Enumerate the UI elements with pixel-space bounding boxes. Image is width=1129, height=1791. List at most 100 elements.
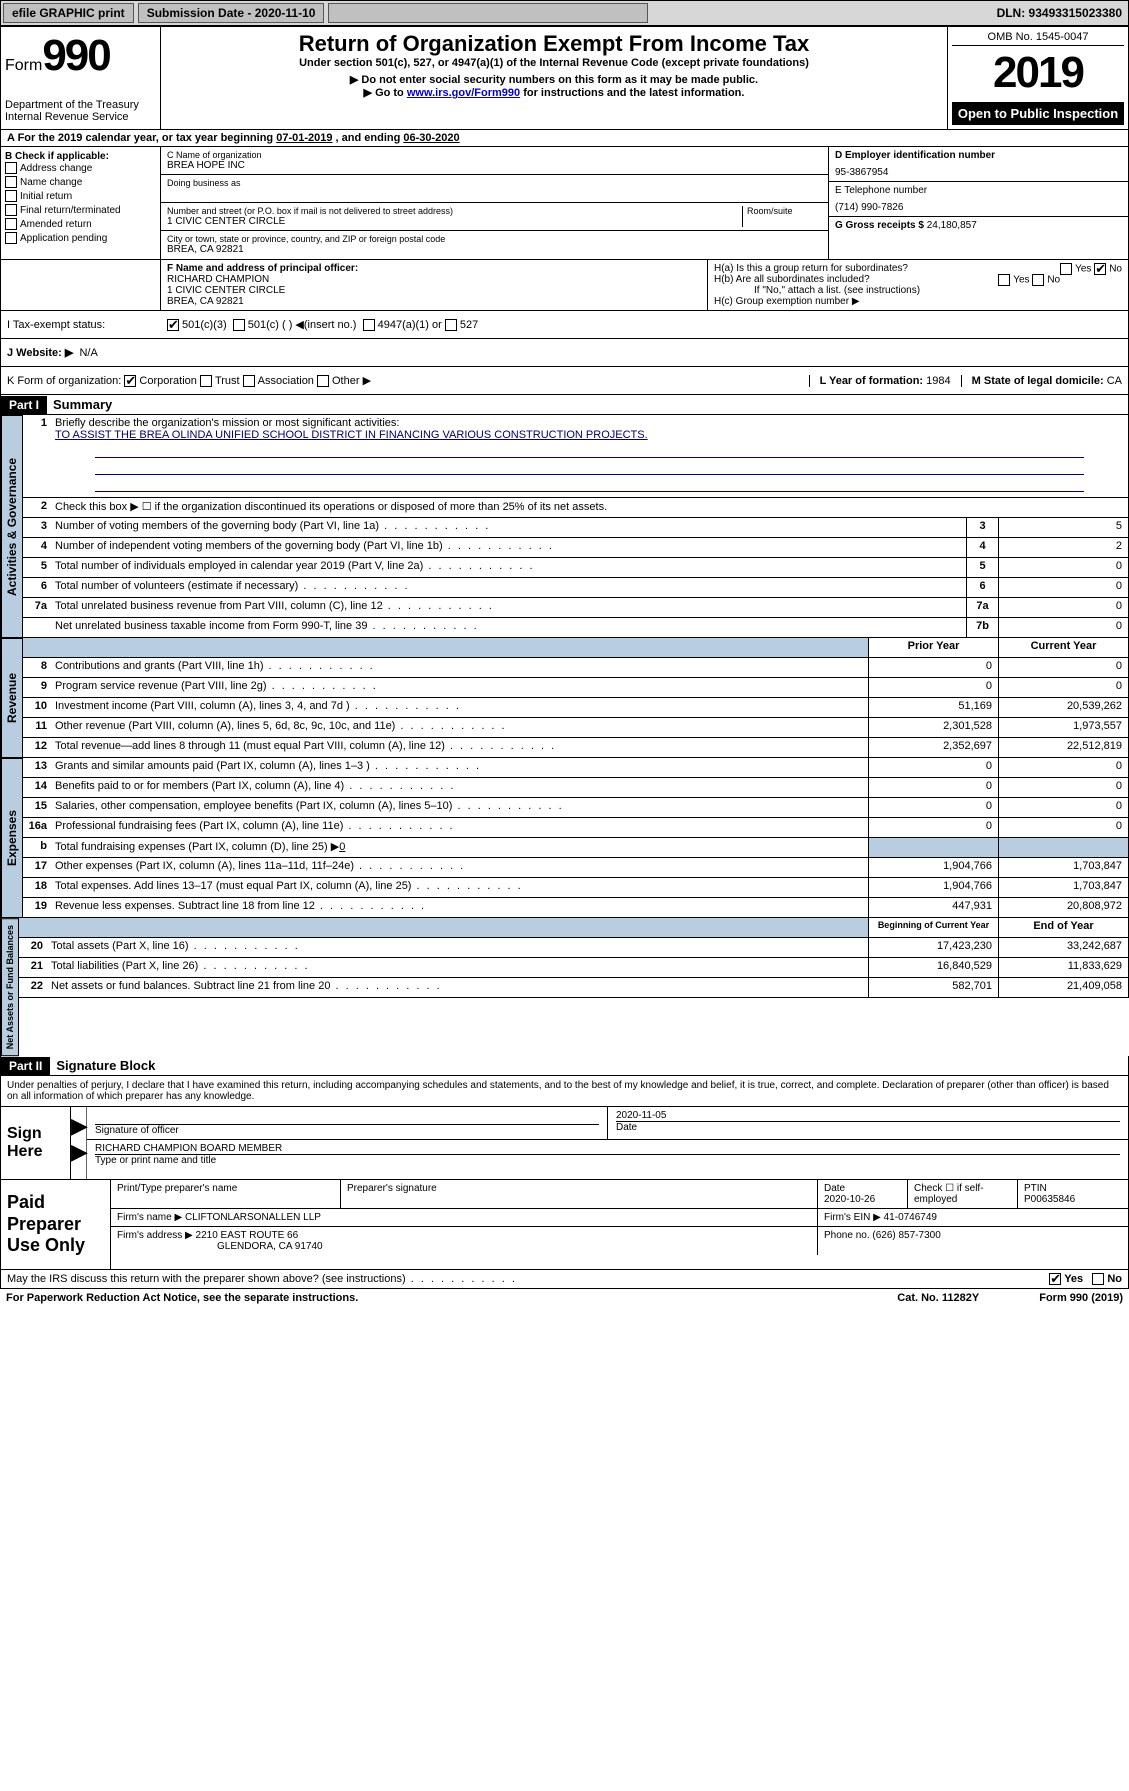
preparer-label: Paid Preparer Use Only: [1, 1180, 111, 1269]
summary-row: Net unrelated business taxable income fr…: [23, 618, 1129, 638]
part-2-header: Part II Signature Block: [0, 1056, 1129, 1076]
summary-row: 8Contributions and grants (Part VIII, li…: [23, 658, 1129, 678]
line-b-desc: Total fundraising expenses (Part IX, col…: [55, 841, 339, 853]
prep-name-hdr: Print/Type preparer's name: [111, 1180, 341, 1208]
officer-name: RICHARD CHAMPION: [167, 274, 701, 285]
ha-no[interactable]: [1094, 263, 1106, 275]
summary-row: 3Number of voting members of the governi…: [23, 518, 1129, 538]
hb-yes[interactable]: [998, 274, 1010, 286]
part-1-header: Part I Summary: [0, 395, 1129, 415]
cb-corp[interactable]: [124, 375, 136, 387]
cb-name-change[interactable]: Name change: [5, 176, 156, 190]
summary-row: 15Salaries, other compensation, employee…: [23, 798, 1129, 818]
discuss-yes[interactable]: [1049, 1273, 1061, 1285]
cb-other[interactable]: [317, 375, 329, 387]
org-name: BREA HOPE INC: [167, 160, 822, 171]
domicile-value: CA: [1107, 375, 1122, 387]
tab-governance: Activities & Governance: [1, 415, 23, 638]
cb-amend-label: Amended return: [20, 219, 92, 230]
sig-name: RICHARD CHAMPION BOARD MEMBER: [95, 1143, 1120, 1154]
ty-end: 06-30-2020: [403, 132, 459, 144]
box-fh-row: F Name and address of principal officer:…: [0, 260, 1129, 311]
ein-label: D Employer identification number: [835, 150, 995, 161]
cb-address-change[interactable]: Address change: [5, 162, 156, 176]
summary-row: 19Revenue less expenses. Subtract line 1…: [23, 898, 1129, 918]
summary-row: 11Other revenue (Part VIII, column (A), …: [23, 718, 1129, 738]
summary-row: 10Investment income (Part VIII, column (…: [23, 698, 1129, 718]
cb-application-pending[interactable]: Application pending: [5, 232, 156, 246]
instructions-link[interactable]: www.irs.gov/Form990: [407, 87, 520, 99]
cb-trust[interactable]: [200, 375, 212, 387]
discuss-no[interactable]: [1092, 1273, 1104, 1285]
line-2: Check this box ▶ ☐ if the organization d…: [51, 498, 1128, 517]
summary-row: 13Grants and similar amounts paid (Part …: [23, 758, 1129, 778]
opt-501c: 501(c) ( ) ◀(insert no.): [248, 318, 357, 331]
part-1-title: Summary: [47, 395, 118, 414]
firm-phone: (626) 857-7300: [872, 1230, 940, 1241]
ty-prefix: A For the 2019 calendar year, or tax yea…: [7, 132, 276, 144]
year-form-value: 1984: [926, 375, 950, 387]
firm-ein: 41-0746749: [884, 1212, 937, 1223]
cb-amended-return[interactable]: Amended return: [5, 218, 156, 232]
opt-other: Other ▶: [332, 374, 371, 387]
cb-app-label: Application pending: [20, 233, 107, 244]
opt-501c3: 501(c)(3): [182, 319, 227, 331]
revenue-section: Revenue Prior Year Current Year 8Contrib…: [0, 638, 1129, 758]
line-b-val: 0: [339, 841, 345, 853]
part-1-badge: Part I: [1, 396, 47, 414]
cb-final-return[interactable]: Final return/terminated: [5, 204, 156, 218]
hb-no[interactable]: [1032, 274, 1044, 286]
form-prefix: Form: [5, 57, 42, 74]
footer-row: For Paperwork Reduction Act Notice, see …: [0, 1289, 1129, 1307]
discuss-no-label: No: [1107, 1273, 1122, 1285]
tax-year: 2019: [952, 48, 1124, 98]
hdr-beginning: Beginning of Current Year: [868, 918, 998, 937]
year-form-label: L Year of formation:: [820, 375, 927, 387]
submission-date-button[interactable]: Submission Date - 2020-11-10: [138, 3, 325, 23]
firm-phone-label: Phone no.: [824, 1230, 872, 1241]
hb-row: H(b) Are all subordinates included? Yes …: [714, 274, 1122, 285]
box-i-row: I Tax-exempt status: 501(c)(3) 501(c) ( …: [0, 311, 1129, 339]
summary-row: 22Net assets or fund balances. Subtract …: [19, 978, 1129, 998]
discuss-yes-label: Yes: [1064, 1273, 1083, 1285]
cb-501c3[interactable]: [167, 319, 179, 331]
summary-row: 21Total liabilities (Part X, line 26) 16…: [19, 958, 1129, 978]
hdr-end: End of Year: [998, 918, 1128, 937]
cb-name-label: Name change: [20, 177, 82, 188]
summary-row: 17Other expenses (Part IX, column (A), l…: [23, 858, 1129, 878]
room-label: Room/suite: [747, 206, 822, 216]
summary-row: 7aTotal unrelated business revenue from …: [23, 598, 1129, 618]
ty-begin: 07-01-2019: [276, 132, 332, 144]
hdr-prior-year: Prior Year: [868, 638, 998, 657]
website-label: J Website: ▶: [7, 346, 73, 359]
blank-button[interactable]: [328, 3, 648, 23]
cb-initial-return[interactable]: Initial return: [5, 190, 156, 204]
dln-label: DLN: 93493315023380: [997, 6, 1128, 20]
discuss-question: May the IRS discuss this return with the…: [7, 1273, 517, 1285]
dept-irs: Internal Revenue Service: [5, 111, 156, 123]
opt-527: 527: [460, 319, 478, 331]
box-klm-row: K Form of organization: Corporation Trus…: [0, 367, 1129, 395]
opt-assoc: Association: [258, 375, 314, 387]
cb-501c[interactable]: [233, 319, 245, 331]
org-name-label: C Name of organization: [167, 150, 822, 160]
sig-name-label: Type or print name and title: [95, 1154, 1120, 1166]
cb-addr-label: Address change: [20, 163, 92, 174]
cb-assoc[interactable]: [243, 375, 255, 387]
cb-4947[interactable]: [363, 319, 375, 331]
summary-row: 12Total revenue—add lines 8 through 11 (…: [23, 738, 1129, 758]
form-org-label: K Form of organization:: [7, 375, 121, 387]
ha-yes[interactable]: [1060, 263, 1072, 275]
ptin-hdr: PTIN: [1024, 1183, 1047, 1194]
ein-value: 95-3867954: [835, 167, 1122, 178]
cb-init-label: Initial return: [20, 191, 72, 202]
tax-status-label: I Tax-exempt status:: [7, 319, 167, 331]
sig-date-label: Date: [616, 1121, 1120, 1133]
firm-name: CLIFTONLARSONALLEN LLP: [185, 1212, 321, 1223]
firm-addr-label: Firm's address ▶: [117, 1230, 196, 1241]
prep-selfemp: Check ☐ if self-employed: [908, 1180, 1018, 1208]
domicile-label: M State of legal domicile:: [972, 375, 1107, 387]
cb-527[interactable]: [445, 319, 457, 331]
box-b-label: B Check if applicable:: [5, 151, 109, 162]
efile-graphic-button[interactable]: efile GRAPHIC print: [3, 3, 134, 23]
